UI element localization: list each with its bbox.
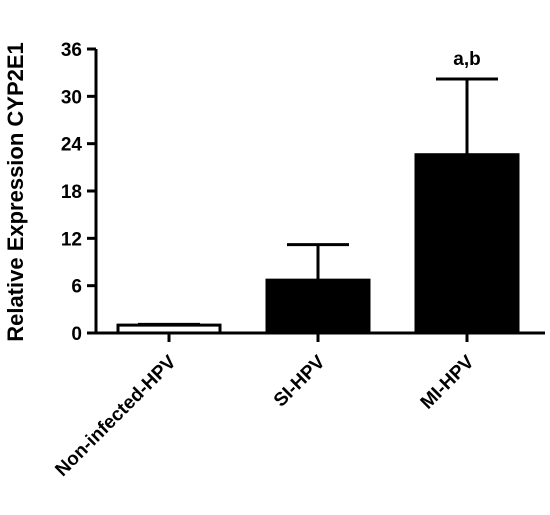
y-tick-label: 24 — [61, 135, 83, 156]
y-tick-label: 6 — [71, 277, 82, 298]
bar — [414, 153, 520, 335]
y-tick-labels: 0 6 12 18 24 30 36 — [61, 40, 83, 345]
error-bars — [138, 77, 498, 326]
category-labels: Non-infected-HPV SI-HPV MI-HPV — [51, 351, 478, 480]
annotations: a,b — [453, 49, 480, 70]
bar — [265, 278, 371, 335]
y-tick-label: 18 — [61, 182, 82, 203]
y-tick-label: 0 — [71, 324, 82, 345]
category-label: Non-infected-HPV — [51, 351, 180, 480]
y-axis-label: Relative Expression CYP2E1 — [3, 42, 28, 342]
category-label: MI-HPV — [417, 351, 479, 413]
y-tick-label: 12 — [61, 229, 82, 250]
y-tick-label: 36 — [61, 40, 82, 61]
category-label: SI-HPV — [270, 351, 330, 411]
significance-annotation: a,b — [453, 49, 480, 70]
bar — [116, 323, 222, 335]
y-tick-label: 30 — [61, 87, 82, 108]
